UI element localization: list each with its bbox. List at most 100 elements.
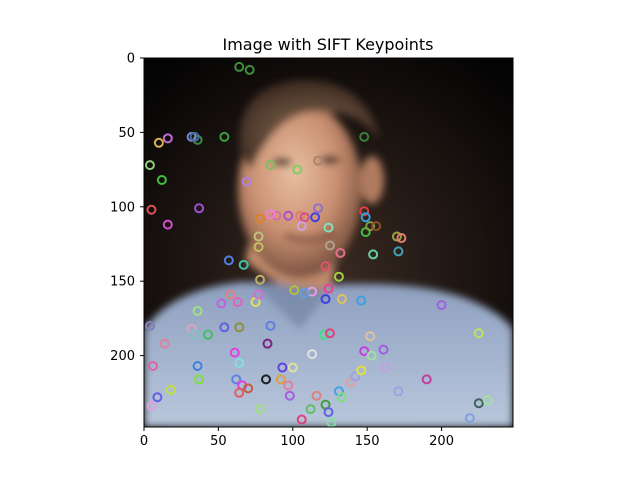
y-tick-label: 50	[118, 126, 135, 141]
keypoint-marker	[189, 131, 200, 142]
keypoint-marker	[283, 380, 294, 391]
keypoint-marker	[261, 374, 272, 385]
keypoint-marker	[147, 360, 158, 371]
keypoint-marker	[356, 295, 367, 306]
keypoint-marker	[365, 331, 376, 342]
keypoint-marker	[366, 350, 377, 361]
x-tick-label: 150	[355, 434, 380, 449]
keypoint-marker	[436, 299, 447, 310]
keypoint-marker	[313, 155, 324, 166]
keypoint-marker	[299, 212, 310, 223]
keypoint-marker	[295, 210, 306, 221]
x-tick-label: 100	[280, 434, 305, 449]
keypoint-marker	[189, 329, 200, 340]
keypoint-marker	[320, 294, 331, 305]
keypoint-marker	[232, 297, 243, 308]
keypoint-marker	[238, 259, 249, 270]
keypoint-marker	[365, 221, 376, 232]
keypoint-marker	[216, 298, 227, 309]
keypoint-marker	[380, 362, 391, 373]
axes-frame	[143, 57, 514, 428]
keypoint-marker	[368, 249, 379, 260]
keypoint-marker	[262, 338, 273, 349]
keypoint-marker	[271, 210, 282, 221]
keypoint-marker	[292, 164, 303, 175]
keypoint-marker	[162, 219, 173, 230]
keypoint-marker	[165, 384, 176, 395]
keypoint-marker	[162, 133, 173, 144]
keypoint-marker	[192, 305, 203, 316]
keypoint-marker	[359, 131, 370, 142]
keypoint-marker	[275, 374, 286, 385]
keypoint-marker	[265, 320, 276, 331]
keypoint-marker	[356, 365, 367, 376]
keypoint-marker	[336, 392, 347, 403]
keypoint-marker	[244, 64, 255, 75]
y-tick-label: 150	[110, 275, 135, 290]
keypoint-marker	[231, 374, 242, 385]
keypoint-marker	[296, 221, 307, 232]
keypoint-marker	[336, 294, 347, 305]
keypoint-marker	[202, 329, 213, 340]
keypoint-marker	[296, 414, 307, 425]
keypoint-marker	[393, 386, 404, 397]
keypoint-marker	[277, 362, 288, 373]
keypoint-marker	[289, 285, 300, 296]
keypoint-marker	[153, 137, 164, 148]
keypoint-marker	[219, 322, 230, 333]
keypoint-marker	[393, 246, 404, 257]
keypoint-marker	[324, 240, 335, 251]
keypoint-marker	[287, 362, 298, 373]
keypoint-marker	[194, 203, 205, 214]
keypoint-marker	[253, 231, 264, 242]
keypoint-marker	[313, 203, 324, 214]
keypoint-marker	[391, 231, 402, 242]
keypoint-marker	[359, 346, 370, 357]
keypoint-marker	[234, 358, 245, 369]
keypoint-marker	[234, 387, 245, 398]
keypoint-marker	[255, 274, 266, 285]
keypoint-marker	[223, 255, 234, 266]
x-axis: 0 50 100 150 200	[140, 427, 454, 449]
keypoint-marker	[192, 360, 203, 371]
keypoint-marker	[243, 383, 254, 394]
keypoint-marker	[159, 338, 170, 349]
keypoint-marker	[194, 374, 205, 385]
keypoint-marker	[311, 390, 322, 401]
keypoint-marker	[378, 344, 389, 355]
chart-title: Image with SIFT Keypoints	[222, 35, 433, 54]
y-tick-label: 0	[127, 52, 135, 67]
keypoint-marker	[146, 401, 157, 412]
keypoint-marker	[371, 221, 382, 232]
y-tick-label: 100	[110, 200, 135, 215]
keypoint-marker	[229, 347, 240, 358]
keypoint-marker	[323, 283, 334, 294]
keypoint-marker	[255, 213, 266, 224]
keypoint-marker	[265, 160, 276, 171]
keypoint-marker	[253, 241, 264, 252]
keypoint-marker	[310, 212, 321, 223]
keypoint-marker	[146, 204, 157, 215]
keypoint-marker	[144, 160, 155, 171]
keypoint-marker	[421, 374, 432, 385]
keypoint-marker	[359, 206, 370, 217]
keypoint-marker	[333, 271, 344, 282]
keypoint-marker	[307, 349, 318, 360]
keypoint-marker	[350, 371, 361, 382]
x-tick-label: 50	[210, 434, 227, 449]
keypoint-marker	[323, 222, 334, 233]
x-tick-label: 200	[429, 434, 454, 449]
keypoint-marker	[320, 261, 331, 272]
keypoint-marker	[234, 322, 245, 333]
y-axis: 0 50 100 150 200	[110, 52, 144, 364]
x-tick-label: 0	[140, 434, 148, 449]
keypoint-marker	[255, 404, 266, 415]
keypoint-marker	[319, 329, 330, 340]
keypoint-marker	[265, 209, 276, 220]
keypoints-layer	[144, 61, 493, 427]
keypoint-marker	[283, 210, 294, 221]
keypoint-marker	[482, 395, 493, 406]
keypoint-marker	[284, 390, 295, 401]
keypoint-marker	[156, 175, 167, 186]
